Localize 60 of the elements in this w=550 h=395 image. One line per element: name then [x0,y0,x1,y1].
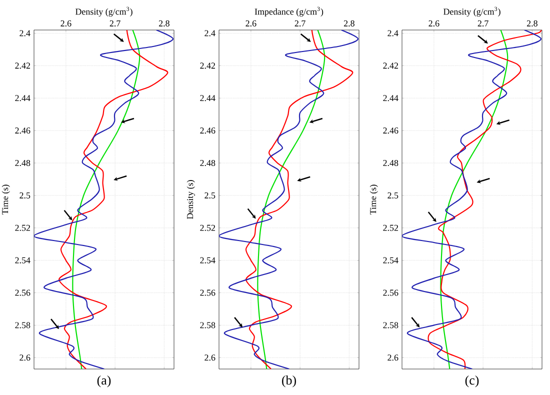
y-tick-label: 2.5 [20,192,30,198]
x-tick-label: 2.6 [246,20,256,26]
y-tick-label: 2.54 [15,257,30,264]
y-tick-label: 2.44 [200,95,216,102]
y-tick-label: 2.58 [15,322,30,328]
x-tick-label: 2.8 [526,20,538,26]
x-tick-label: 2.7 [294,20,306,26]
y-tick-label: 2.48 [15,160,30,166]
y-tick-label: 2.46 [15,128,30,134]
y-tick-label: 2.5 [204,192,216,198]
y-tick-label: 2.4 [204,30,216,36]
y-tick-label: 2.52 [15,224,30,231]
y-tick-label: 2.52 [200,224,215,231]
y-tick-label: 2.56 [383,290,398,296]
text: (c) [465,376,479,388]
y-tick-label: 2.44 [383,95,398,102]
y-axis-title: Time (s) [370,184,378,215]
x-tick-label: 2.8 [344,20,354,26]
y-tick-label: 2.46 [383,128,398,134]
y-tick-label: 2.4 [20,30,30,36]
line-series [58,30,168,370]
x-tick-label: 2.6 [428,20,440,26]
x-tick-label: 2.6 [60,20,72,26]
y-tick-label: 2.44 [15,95,30,102]
line-series [402,30,542,370]
line-series [34,30,174,370]
y-tick-label: 2.4 [388,30,398,36]
x-axis-title: Density (g/cm$^{3}$) [444,6,500,17]
y-tick-label: 2.58 [383,322,398,328]
y-tick-label: 2.48 [383,160,398,166]
y-tick-label: 2.58 [200,322,216,328]
y-tick-label: 2.54 [383,257,398,264]
y-tick-label: 2.42 [15,62,30,69]
y-tick-label: 2.6 [204,354,216,361]
y-tick-label: 2.42 [383,62,398,69]
y-tick-label: 2.6 [20,354,30,361]
y-axis-title: Density (s) [186,180,195,220]
x-tick-label: 2.7 [110,20,120,26]
y-tick-label: 2.56 [15,290,30,296]
line-series [257,30,326,370]
line-series [440,30,508,370]
y-tick-label: 2.52 [383,224,398,231]
y-tick-label: 2.42 [200,62,215,69]
y-tick-label: 2.56 [200,290,216,296]
y-tick-label: 2.54 [200,257,216,264]
x-tick-label: 2.8 [158,20,170,26]
y-tick-label: 2.48 [200,160,216,166]
x-axis-title: Density (g/cm$^{3}$) [76,6,132,17]
x-tick-label: 2.7 [478,20,488,26]
y-tick-label: 2.5 [388,192,398,198]
text: (a) [97,376,111,388]
x-axis-title: Impedance (g/cm$^{3}$) [254,6,324,17]
line-series [72,30,140,370]
text: (b) [282,376,296,388]
line-series [245,30,354,370]
y-tick-label: 2.6 [388,354,398,361]
line-series [219,30,359,370]
y-axis-title: Time (s) [2,184,10,215]
line-series [428,30,542,370]
y-tick-label: 2.46 [200,128,216,134]
